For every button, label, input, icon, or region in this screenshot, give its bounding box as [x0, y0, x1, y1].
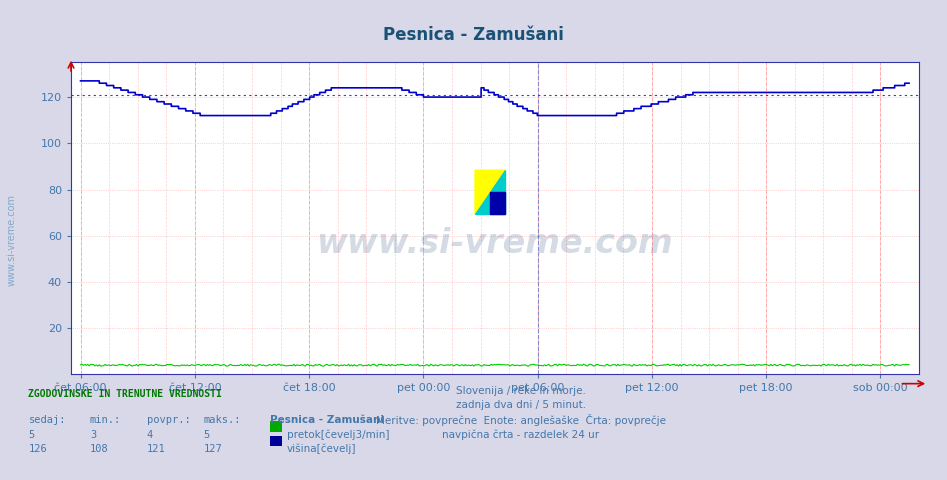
Text: 127: 127: [204, 444, 223, 454]
Text: www.si-vreme.com: www.si-vreme.com: [7, 194, 16, 286]
Text: Pesnica - Zamušani: Pesnica - Zamušani: [384, 26, 563, 45]
Text: pretok[čevelj3/min]: pretok[čevelj3/min]: [287, 430, 389, 440]
Text: ZGODOVINSKE IN TRENUTNE VREDNOSTI: ZGODOVINSKE IN TRENUTNE VREDNOSTI: [28, 389, 223, 399]
Text: 5: 5: [28, 430, 35, 440]
Text: 126: 126: [28, 444, 47, 454]
Polygon shape: [475, 170, 505, 214]
Text: min.:: min.:: [90, 415, 121, 425]
Text: maks.:: maks.:: [204, 415, 241, 425]
Text: 108: 108: [90, 444, 109, 454]
Text: 121: 121: [147, 444, 166, 454]
Text: 4: 4: [147, 430, 153, 440]
Text: višina[čevelj]: višina[čevelj]: [287, 444, 356, 455]
Text: 3: 3: [90, 430, 97, 440]
Text: 5: 5: [204, 430, 210, 440]
Text: Pesnica - Zamušani: Pesnica - Zamušani: [270, 415, 384, 425]
Text: Slovenija / reke in morje.
zadnja dva dni / 5 minut.
Meritve: povprečne  Enote: : Slovenija / reke in morje. zadnja dva dn…: [376, 386, 666, 440]
Text: www.si-vreme.com: www.si-vreme.com: [316, 227, 673, 260]
Text: sedaj:: sedaj:: [28, 415, 66, 425]
Text: povpr.:: povpr.:: [147, 415, 190, 425]
Polygon shape: [491, 192, 505, 214]
Polygon shape: [475, 170, 505, 214]
